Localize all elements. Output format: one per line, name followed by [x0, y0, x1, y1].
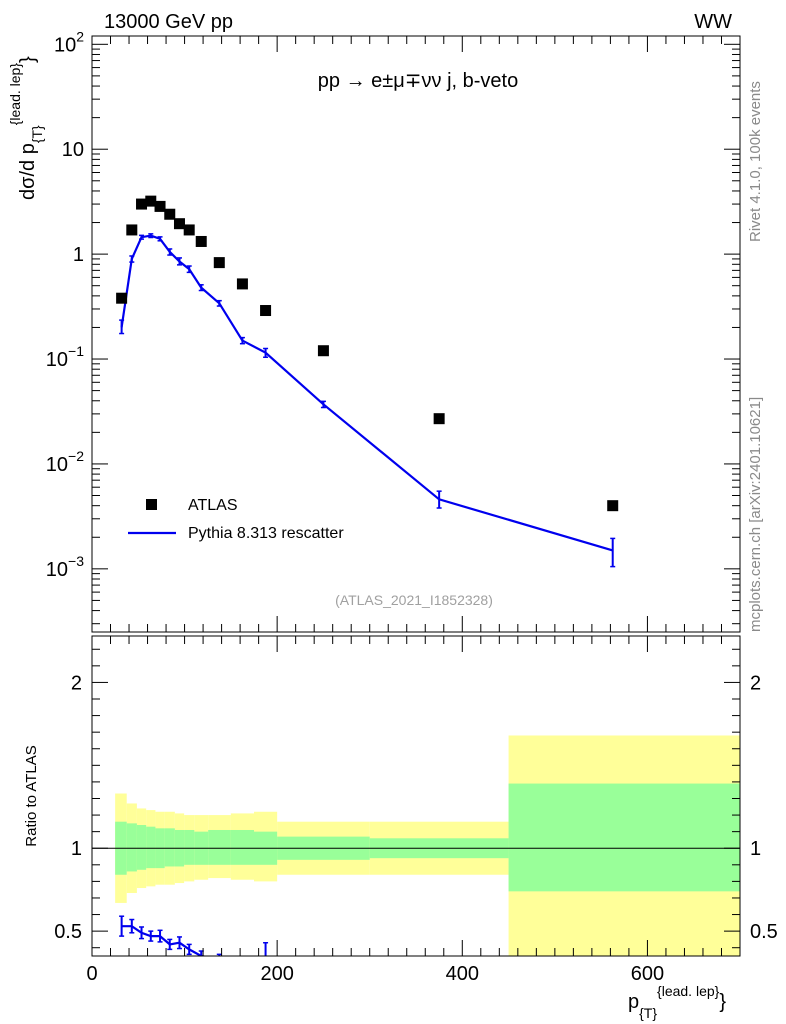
ratio-ylabel: Ratio to ATLAS: [23, 745, 40, 846]
main-title: pp → e±μ∓νν j, b-veto: [318, 70, 518, 92]
ratio-band-green: [136, 825, 147, 870]
x-tick-label: 400: [446, 963, 479, 985]
ratio-y-tick-label-right: 0.5: [750, 921, 778, 943]
atlas-point: [164, 208, 176, 220]
legend: ATLAS Pythia 8.313 rescatter: [128, 497, 344, 542]
atlas-point: [260, 305, 272, 317]
atlas-point: [145, 195, 157, 207]
ratio-y-tick-label: 0.5: [54, 921, 82, 943]
atlas-point: [183, 224, 195, 236]
watermark: (ATLAS_2021_I1852328): [335, 592, 493, 608]
header-energy: 13000 GeV pp: [104, 11, 233, 33]
x-axis-label: p{T}{lead. lep}}: [628, 983, 726, 1021]
ratio-y-tick-label-right: 2: [750, 672, 761, 694]
main-y-tick-label: 1: [73, 244, 84, 266]
ratio-band-green: [208, 829, 231, 865]
atlas-point: [136, 198, 148, 210]
main-frame: [91, 35, 741, 633]
ratio-y-tick-label-right: 1: [750, 838, 761, 860]
main-y-tick-label: 10−3: [46, 553, 84, 581]
ratio-band-green: [230, 829, 254, 865]
atlas-point: [317, 345, 329, 357]
main-y-tick-label: 10−1: [46, 343, 84, 371]
main-plot-area: [116, 195, 619, 568]
main-y-tick-label: 102: [54, 28, 84, 56]
ratio-band-green: [164, 828, 175, 867]
x-tick-label: 0: [86, 963, 97, 985]
main-ylabel: dσ/d p{T}{lead. lep}}: [7, 56, 45, 200]
atlas-point: [116, 292, 128, 304]
main-y-tick-label: 10−2: [46, 448, 84, 476]
ratio-band-green: [184, 829, 195, 865]
atlas-point: [126, 224, 138, 236]
legend-atlas-marker: [146, 499, 157, 510]
header-process: WW: [694, 11, 732, 33]
ratio-y-tick-label: 1: [71, 838, 82, 860]
ratio-frame: [91, 635, 741, 957]
x-tick-label: 600: [631, 963, 664, 985]
mcplots-label: mcplots.cern.ch [arXiv:2401.10621]: [747, 397, 764, 632]
legend-mc-label: Pythia 8.313 rescatter: [188, 525, 344, 542]
x-tick-label: 200: [260, 963, 293, 985]
ratio-band-green: [508, 783, 740, 892]
ratio-band-green: [126, 823, 137, 872]
atlas-point: [236, 278, 248, 290]
atlas-point: [433, 413, 445, 425]
ratio-plot-area: [92, 735, 740, 956]
atlas-point: [607, 500, 619, 512]
ratio-band-green: [146, 826, 156, 869]
atlas-point: [173, 218, 185, 230]
main-axes: 10−3 10−2 10−1 1 10 102: [46, 28, 741, 632]
main-y-tick-label: 10: [62, 139, 84, 161]
atlas-point: [213, 257, 225, 269]
ratio-line: [121, 925, 208, 956]
atlas-point: [154, 200, 166, 212]
ratio-y-tick-label: 2: [71, 672, 82, 694]
rivet-label: Rivet 4.1.0, 100k events: [747, 81, 764, 242]
legend-atlas-label: ATLAS: [188, 497, 238, 514]
atlas-point: [195, 235, 207, 247]
ratio-axes: 0.5 0.5 1 1 2 2 0 200 400 600: [54, 636, 778, 985]
